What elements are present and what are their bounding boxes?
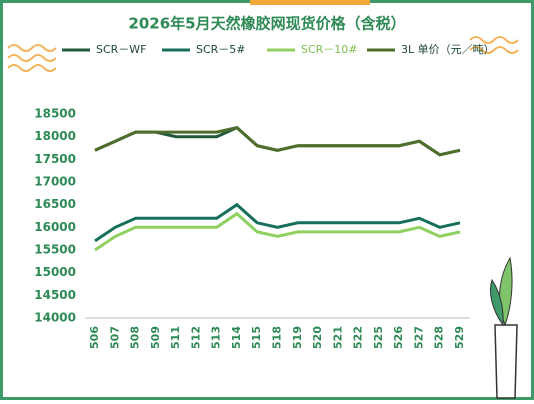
top-accent [250, 0, 370, 5]
y-tick-label: 16000 [34, 220, 76, 234]
x-tick-label: 519 [291, 326, 304, 349]
y-tick-label: 18000 [34, 129, 76, 143]
x-tick-label: 525 [372, 326, 385, 349]
plant-decoration [489, 256, 518, 399]
y-tick-label: 17000 [34, 175, 76, 189]
x-tick-label: 518 [271, 326, 284, 349]
wave-decoration [7, 44, 57, 72]
x-tick-label: 509 [149, 326, 162, 349]
y-tick-label: 15000 [34, 265, 76, 279]
series-line [94, 202, 461, 243]
x-tick-label: 513 [210, 326, 223, 349]
x-tick-label: 515 [250, 326, 263, 349]
x-tick-label: 512 [189, 326, 202, 349]
y-tick-label: 17500 [34, 152, 76, 166]
legend-label: SCR－10# [301, 43, 358, 56]
legend-label: SCR－WF [96, 43, 147, 56]
x-tick-label: 527 [412, 326, 425, 349]
y-tick-label: 18500 [34, 107, 76, 121]
y-tick-label: 14500 [34, 288, 76, 302]
y-tick-label: 16500 [34, 197, 76, 211]
series-line [94, 125, 461, 157]
x-tick-label: 508 [129, 326, 142, 349]
y-tick-label: 15500 [34, 243, 76, 257]
x-tick-label: 528 [433, 326, 446, 349]
x-tick-label: 520 [311, 326, 324, 349]
x-tick-label: 506 [88, 326, 101, 349]
x-tick-label: 521 [331, 326, 344, 349]
legend: SCR－WF SCR－5# SCR－10# 3L 单价（元／吨） [62, 43, 495, 56]
series-line [94, 211, 461, 252]
x-tick-label: 529 [453, 326, 466, 349]
y-tick-label: 14000 [34, 311, 76, 325]
x-tick-label: 511 [169, 326, 182, 349]
legend-label: SCR－5# [196, 43, 246, 56]
x-tick-label: 514 [230, 326, 243, 349]
x-tick-label: 507 [108, 326, 121, 349]
wave-decoration [469, 36, 519, 54]
x-tick-label: 522 [352, 326, 365, 349]
chart-title: 2026年5月天然橡胶网现货价格（含税） [128, 15, 405, 33]
x-tick-label: 526 [392, 326, 405, 349]
legend-label: 3L 单价（元／吨） [401, 43, 495, 56]
